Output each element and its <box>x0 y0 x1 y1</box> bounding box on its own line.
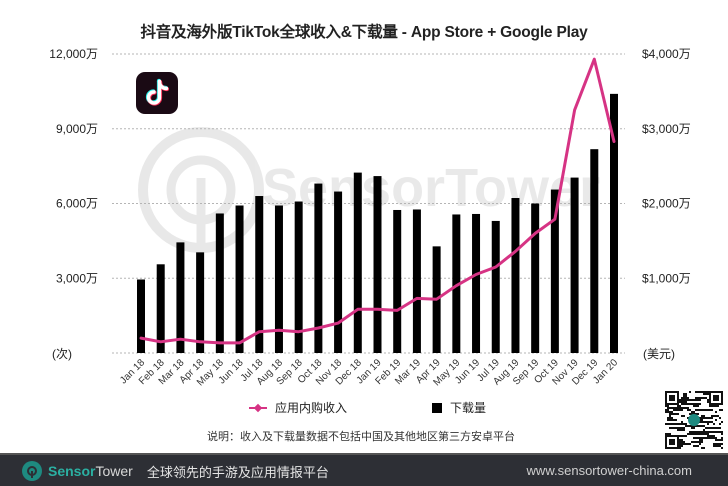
legend-downloads-label: 下载量 <box>450 401 487 415</box>
download-bar <box>334 191 343 353</box>
download-bar <box>531 203 540 353</box>
brand-tower-text: Tower <box>95 463 133 479</box>
legend-line-marker-icon <box>249 404 267 412</box>
combo-chart: 12,000万 $4,000万 9,000万 $3,000万 6,000万 $2,000万… <box>49 47 691 388</box>
footnote: 说明：收入及下载量数据不包括中国及其他地区第三方安卓平台 <box>207 431 515 443</box>
revenue-line <box>139 57 616 345</box>
footer-brand-name: SensorTower <box>48 463 133 479</box>
download-bar <box>452 214 461 353</box>
chart-legend: 应用内购收入 下载量 <box>0 399 728 417</box>
download-bar <box>294 201 303 353</box>
right-axis-tick: $2,000万 <box>642 197 691 211</box>
download-bar <box>393 209 402 353</box>
legend-item-downloads: 下载量 <box>432 399 486 416</box>
download-bar <box>137 279 145 353</box>
download-bar <box>570 177 579 353</box>
download-bar <box>472 213 481 353</box>
sensortower-logo-icon <box>22 461 42 481</box>
right-axis-tick: $1,000万 <box>642 271 691 285</box>
download-bar <box>215 213 224 353</box>
left-axis-unit: (次) <box>52 347 72 361</box>
chart-title: 抖音及海外版TikTok全球收入&下载量 - App Store + Googl… <box>140 24 588 41</box>
footer-brand: SensorTower 全球领先的手游及应用情报平台 <box>22 461 329 481</box>
left-axis-tick: 12,000万 <box>49 47 98 61</box>
download-bar <box>550 189 559 353</box>
right-axis-tick: $4,000万 <box>642 47 691 61</box>
left-axis-tick: 3,000万 <box>56 271 98 285</box>
download-bar <box>373 176 382 353</box>
download-bar <box>156 264 165 353</box>
legend-item-revenue: 应用内购收入 <box>249 399 347 416</box>
qr-code-icon <box>665 391 723 449</box>
right-axis-tick: $3,000万 <box>642 122 691 136</box>
download-bar <box>255 196 264 353</box>
download-bar <box>491 220 500 353</box>
footer-url: www.sensortower-china.com <box>526 463 692 478</box>
footer-tagline: 全球领先的手游及应用情报平台 <box>146 464 329 480</box>
download-bar <box>412 209 421 353</box>
download-bar <box>235 205 244 353</box>
legend-revenue-label: 应用内购收入 <box>275 401 348 415</box>
right-axis-unit: (美元) <box>643 347 675 361</box>
download-bar <box>590 149 599 353</box>
download-bar <box>353 172 362 353</box>
download-bar <box>314 183 323 353</box>
download-bar <box>274 205 283 353</box>
brand-sensor-text: Sensor <box>48 463 96 479</box>
download-bar <box>610 93 618 353</box>
download-bar <box>176 242 185 353</box>
left-axis-tick: 6,000万 <box>56 197 98 211</box>
download-bar <box>196 252 205 353</box>
left-axis-tick: 9,000万 <box>56 122 98 136</box>
legend-square-marker-icon <box>432 402 442 413</box>
footer-bar: SensorTower 全球领先的手游及应用情报平台 www.sensortow… <box>0 453 728 486</box>
download-bar <box>511 198 520 353</box>
tiktok-app-icon <box>136 72 178 114</box>
